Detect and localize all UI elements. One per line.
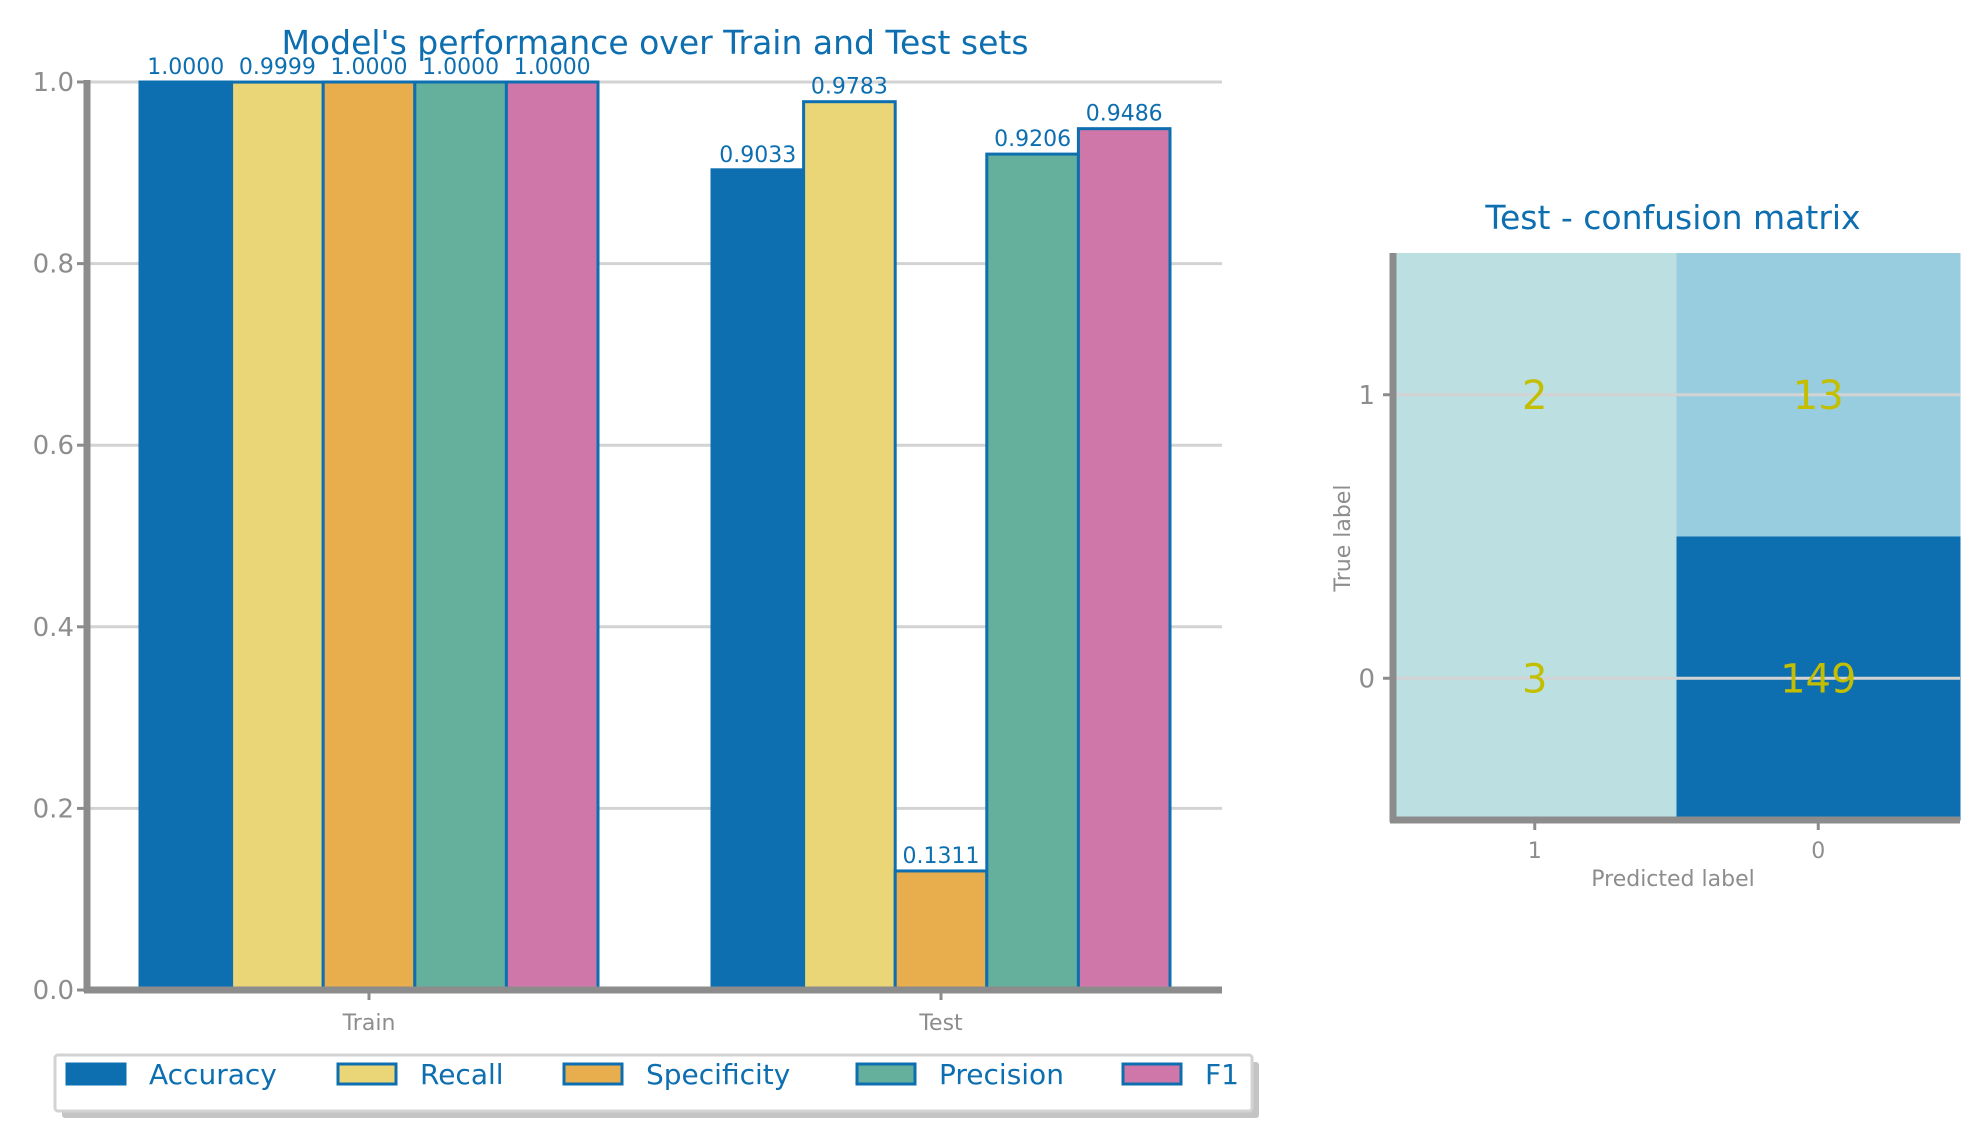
bar-value-label: 0.9783: [811, 75, 888, 100]
bar-value-label: 0.9999: [239, 55, 316, 80]
bar-f1-train: [504, 80, 600, 992]
bar-value-label: 0.9033: [719, 143, 796, 168]
bar-f1-test: [1076, 127, 1172, 992]
y-tick-label: 0.6: [33, 431, 74, 461]
y-tick-label: 0.8: [33, 250, 74, 280]
confusion-matrix-cells: [1393, 253, 1961, 821]
legend-label-f1: F1: [1205, 1058, 1239, 1091]
cm-value: 3: [1522, 656, 1547, 702]
cm-y-tick-label: 1: [1358, 381, 1375, 411]
bar-chart-title: Model's performance over Train and Test …: [281, 23, 1028, 62]
bar-chart-y-ticks: 0.0 0.2 0.4 0.6 0.8 1.0: [33, 68, 87, 1006]
bar-chart-bars: [138, 80, 1172, 992]
confusion-matrix-xlabel: Predicted label: [1591, 867, 1754, 892]
bar-value-label: 0.1311: [903, 844, 980, 869]
confusion-matrix-axes: [1389, 253, 1960, 824]
legend: Accuracy Recall Specificity Precision F1: [53, 1053, 1259, 1118]
y-tick-label: 0.4: [33, 613, 74, 643]
bar-value-label: 0.9206: [994, 127, 1071, 152]
bar-value-label: 0.9486: [1086, 102, 1163, 127]
bar-precision-test: [985, 152, 1080, 992]
bar-chart-data-labels: 1.0000 0.9999 1.0000 1.0000 1.0000 0.9033 0.97…: [147, 55, 1162, 869]
bar-specificity-test: [893, 869, 989, 992]
legend-label-recall: Recall: [420, 1058, 504, 1091]
cm-value: 2: [1522, 373, 1547, 419]
cm-x-tick-label: 1: [1528, 839, 1542, 864]
legend-swatch-specificity: [562, 1062, 624, 1086]
confusion-matrix-ylabel: True label: [1331, 485, 1356, 593]
x-tick-label: Test: [918, 1011, 963, 1036]
bar-recall-train: [230, 80, 325, 992]
legend-swatch-precision: [855, 1062, 917, 1086]
legend-swatch-accuracy: [65, 1062, 127, 1086]
bar-recall-test: [802, 100, 897, 992]
confusion-matrix-gridlines: [1393, 393, 1960, 680]
bar-chart-x-ticks: Train Test: [342, 990, 963, 1036]
confusion-matrix-title: Test - confusion matrix: [1484, 198, 1860, 237]
bar-value-label: 1.0000: [514, 55, 591, 80]
legend-label-specificity: Specificity: [646, 1058, 790, 1091]
legend-label-accuracy: Accuracy: [149, 1058, 277, 1091]
bar-value-label: 1.0000: [147, 55, 224, 80]
bar-accuracy-train: [138, 80, 234, 992]
x-tick-label: Train: [342, 1011, 396, 1036]
bar-accuracy-test: [710, 168, 806, 992]
legend-swatch-f1: [1121, 1062, 1183, 1086]
bar-value-label: 1.0000: [422, 55, 499, 80]
legend-items: Accuracy Recall Specificity Precision F1: [65, 1058, 1239, 1091]
y-tick-label: 0.2: [33, 794, 74, 824]
y-tick-label: 0.0: [33, 976, 74, 1006]
confusion-matrix-ticks: 1 0 1 0: [1358, 381, 1825, 864]
bar-precision-train: [413, 80, 508, 992]
bar-chart-axes: [83, 80, 1222, 994]
bar-chart: Model's performance over Train and Test …: [33, 23, 1222, 1036]
bar-value-label: 1.0000: [331, 55, 408, 80]
cm-value: 149: [1780, 656, 1856, 702]
y-tick-label: 1.0: [33, 68, 74, 98]
cm-x-tick-label: 0: [1811, 839, 1825, 864]
cm-y-tick-label: 0: [1358, 664, 1375, 694]
bar-specificity-train: [321, 80, 417, 992]
cm-value: 13: [1793, 373, 1844, 419]
confusion-matrix: Test - confusion matrix 2 13 3 149 1 0 1 0 Pre…: [1331, 198, 1961, 892]
confusion-matrix-values: 2 13 3 149: [1522, 373, 1856, 703]
legend-label-precision: Precision: [939, 1058, 1064, 1091]
legend-swatch-recall: [336, 1062, 398, 1086]
